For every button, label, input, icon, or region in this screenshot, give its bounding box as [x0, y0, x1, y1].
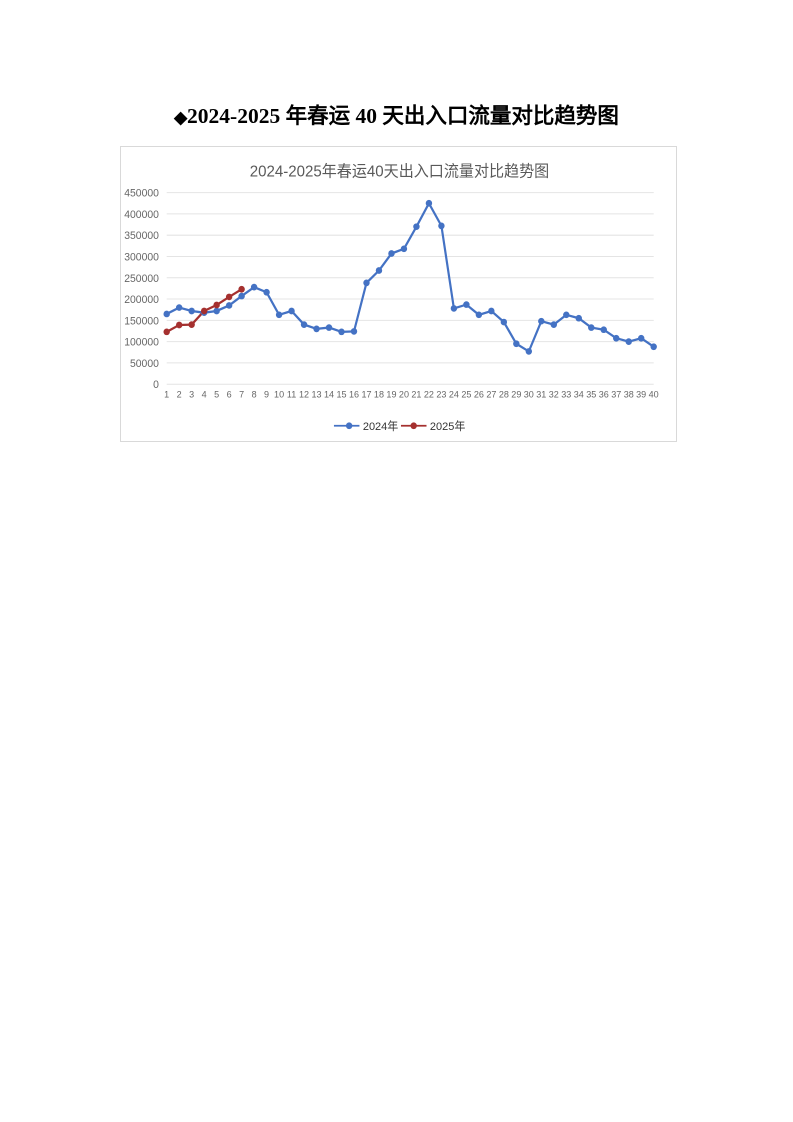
svg-text:28: 28: [499, 389, 509, 399]
svg-text:31: 31: [536, 389, 546, 399]
svg-text:450000: 450000: [124, 187, 159, 199]
svg-text:40: 40: [649, 389, 659, 399]
svg-text:27: 27: [486, 389, 496, 399]
svg-text:20: 20: [399, 389, 409, 399]
svg-text:21: 21: [411, 389, 421, 399]
svg-text:32: 32: [549, 389, 559, 399]
svg-text:15: 15: [336, 389, 346, 399]
svg-text:2024年: 2024年: [363, 419, 398, 433]
svg-text:19: 19: [386, 389, 396, 399]
svg-text:7: 7: [239, 389, 244, 399]
svg-text:29: 29: [511, 389, 521, 399]
svg-text:100000: 100000: [124, 336, 159, 348]
svg-text:400000: 400000: [124, 209, 159, 221]
svg-text:2024-2025年春运40天出入口流量对比趋势图: 2024-2025年春运40天出入口流量对比趋势图: [250, 162, 549, 180]
svg-text:9: 9: [264, 389, 269, 399]
svg-text:11: 11: [287, 389, 296, 399]
svg-text:33: 33: [561, 389, 571, 399]
svg-text:26: 26: [474, 389, 484, 399]
svg-text:300000: 300000: [124, 251, 159, 263]
svg-text:8: 8: [252, 389, 257, 399]
svg-text:25: 25: [461, 389, 471, 399]
svg-text:34: 34: [574, 389, 584, 399]
svg-text:14: 14: [324, 389, 334, 399]
svg-text:18: 18: [374, 389, 384, 399]
svg-text:17: 17: [361, 389, 371, 399]
svg-text:350000: 350000: [124, 230, 159, 242]
svg-text:16: 16: [349, 389, 359, 399]
svg-text:3: 3: [189, 389, 194, 399]
svg-text:36: 36: [599, 389, 609, 399]
svg-text:23: 23: [436, 389, 446, 399]
svg-text:0: 0: [153, 379, 159, 391]
svg-text:4: 4: [202, 389, 207, 399]
svg-text:1: 1: [164, 389, 169, 399]
svg-text:10: 10: [274, 389, 284, 399]
svg-text:250000: 250000: [124, 273, 159, 285]
svg-text:2: 2: [177, 389, 182, 399]
svg-text:35: 35: [586, 389, 596, 399]
svg-text:50000: 50000: [130, 358, 159, 370]
svg-text:22: 22: [424, 389, 434, 399]
svg-text:13: 13: [312, 389, 322, 399]
svg-text:150000: 150000: [124, 315, 159, 327]
svg-text:200000: 200000: [124, 294, 159, 306]
svg-text:2025年: 2025年: [430, 419, 465, 433]
svg-text:30: 30: [524, 389, 534, 399]
svg-text:24: 24: [449, 389, 459, 399]
svg-text:37: 37: [611, 389, 621, 399]
svg-text:5: 5: [214, 389, 219, 399]
svg-text:38: 38: [624, 389, 634, 399]
svg-text:6: 6: [227, 389, 232, 399]
svg-text:39: 39: [636, 389, 646, 399]
svg-text:12: 12: [299, 389, 309, 399]
